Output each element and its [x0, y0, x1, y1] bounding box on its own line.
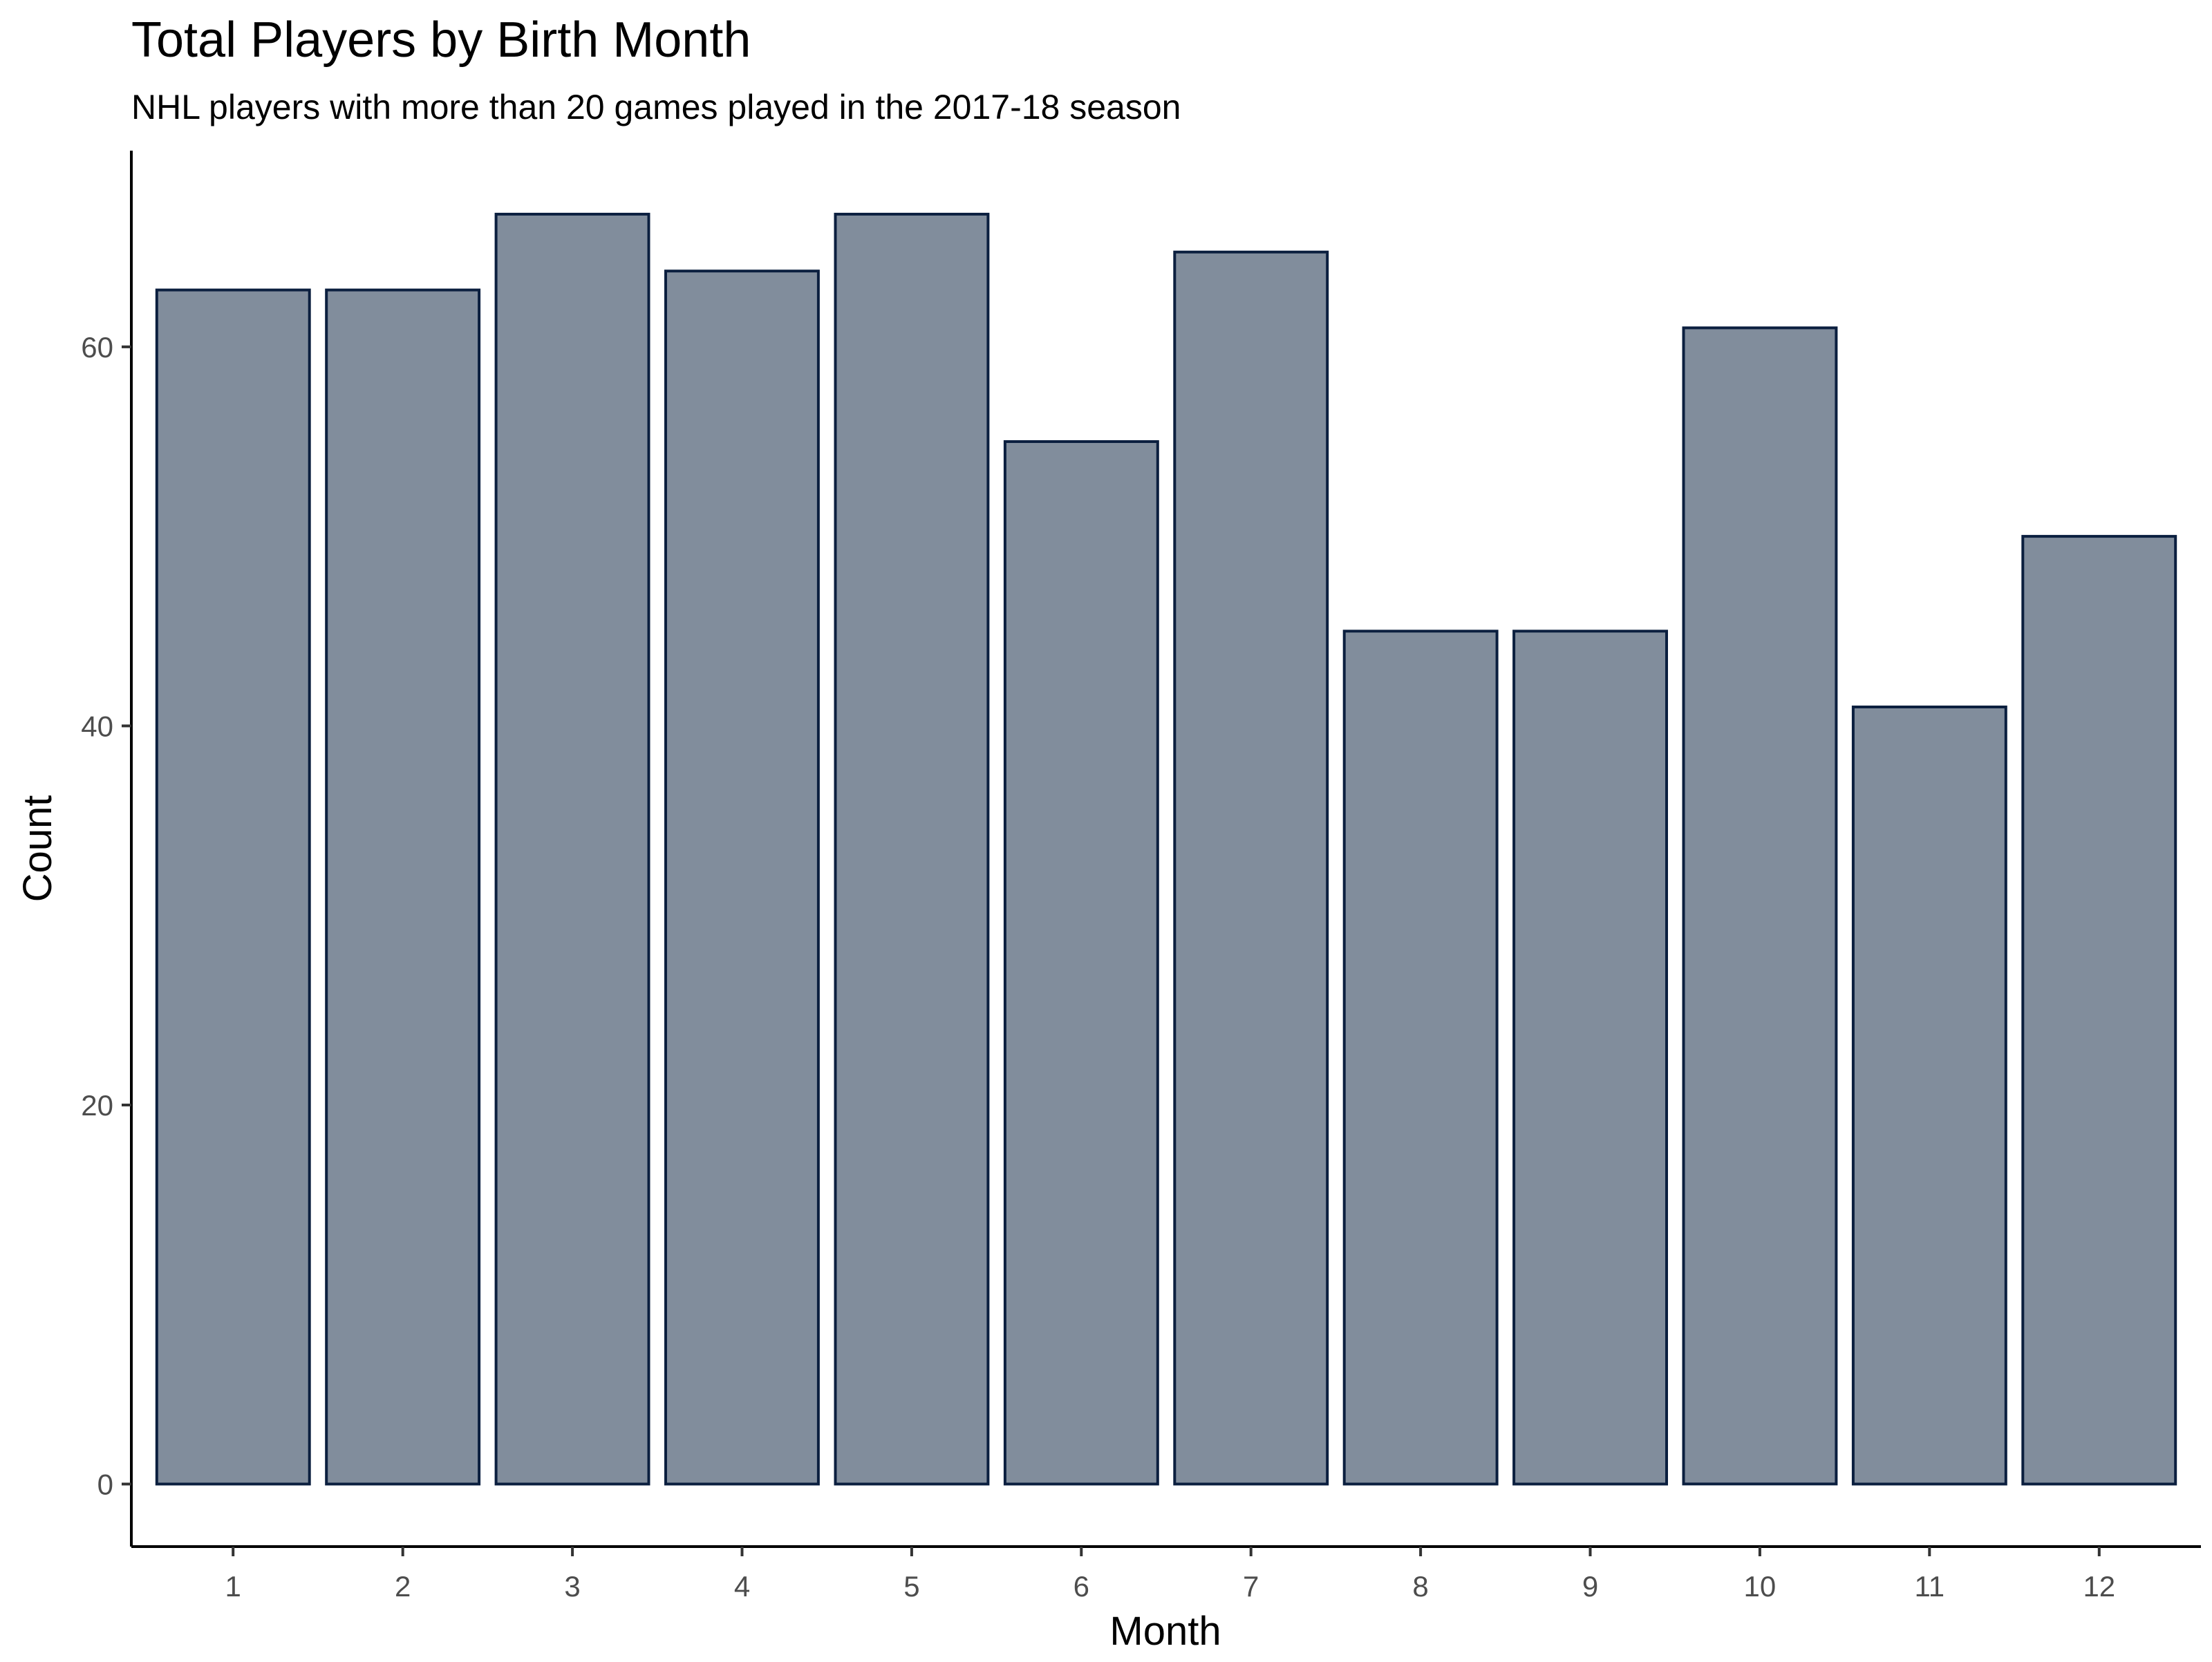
- bar-month-9: [1512, 630, 1669, 1486]
- x-tick-label-12: 12: [2083, 1570, 2115, 1603]
- y-tick-label-40: 40: [81, 710, 113, 742]
- bar-month-1: [155, 288, 311, 1486]
- bar-month-4: [664, 270, 820, 1486]
- x-tick-label-11: 11: [1914, 1570, 1944, 1603]
- bar-month-3: [494, 212, 650, 1486]
- x-tick-label-3: 3: [564, 1570, 580, 1603]
- bar-month-2: [325, 288, 481, 1486]
- x-tick-label-4: 4: [734, 1570, 750, 1603]
- x-tick-label-6: 6: [1074, 1570, 1089, 1603]
- y-axis-title: Count: [15, 795, 60, 903]
- x-tick-label-9: 9: [1582, 1570, 1598, 1603]
- bar-month-10: [1682, 326, 1838, 1486]
- bar-month-11: [1851, 706, 2007, 1486]
- bar-month-6: [1003, 440, 1159, 1486]
- x-tick-label-7: 7: [1243, 1570, 1259, 1603]
- y-tick-label-0: 0: [97, 1469, 113, 1501]
- x-axis-title: Month: [1109, 1609, 1221, 1654]
- x-tick-label-1: 1: [225, 1570, 241, 1603]
- x-tick-label-5: 5: [903, 1570, 919, 1603]
- bar-month-8: [1342, 630, 1499, 1486]
- chart-subtitle: NHL players with more than 20 games play…: [131, 88, 1181, 126]
- x-tick-label-10: 10: [1744, 1570, 1777, 1603]
- bar-month-5: [834, 212, 990, 1486]
- x-tick-label-2: 2: [395, 1570, 411, 1603]
- bars-layer: [155, 212, 2177, 1486]
- chart-title: Total Players by Birth Month: [131, 12, 751, 68]
- bar-month-12: [2021, 535, 2177, 1486]
- bar-month-7: [1173, 250, 1329, 1486]
- y-tick-label-20: 20: [81, 1089, 113, 1122]
- x-tick-label-8: 8: [1412, 1570, 1428, 1603]
- y-tick-label-60: 60: [81, 331, 113, 363]
